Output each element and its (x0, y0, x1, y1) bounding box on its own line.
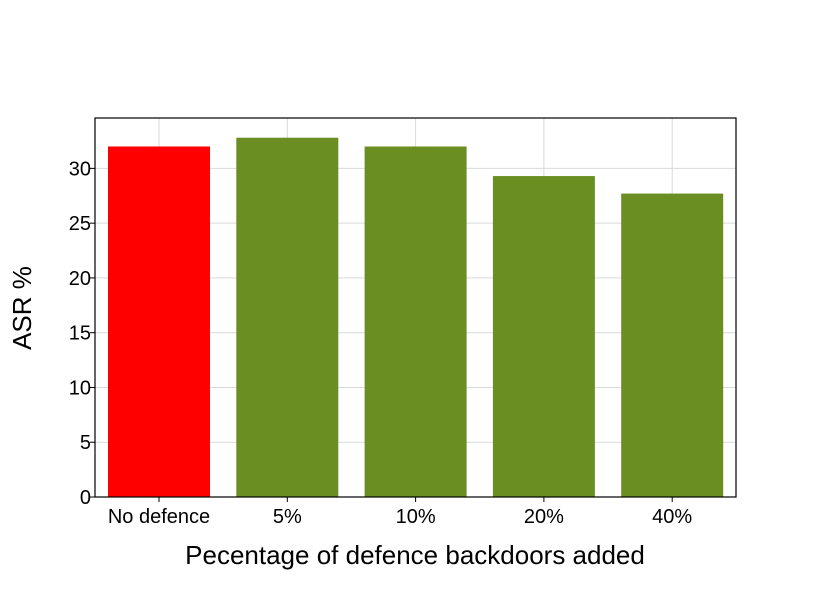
y-tick-label: 10 (69, 377, 91, 399)
x-tick-label: 20% (524, 506, 564, 528)
bar (621, 193, 724, 497)
y-tick-label: 30 (69, 158, 91, 180)
bar (364, 146, 467, 497)
y-axis-title: ASR % (7, 266, 37, 350)
bar (492, 176, 595, 497)
y-tick-label: 0 (80, 487, 91, 509)
x-tick-label: No defence (108, 506, 210, 528)
x-axis-ticks: No defence 5% 10% 20% 40% (108, 497, 692, 528)
x-tick-label: 40% (652, 506, 692, 528)
x-tick-label: 10% (396, 506, 436, 528)
y-tick-label: 20 (69, 268, 91, 290)
y-tick-label: 25 (69, 213, 91, 235)
x-tick-label: 5% (273, 506, 302, 528)
x-axis-title: Pecentage of defence backdoors added (185, 540, 645, 570)
y-tick-label: 5 (80, 432, 91, 454)
bars (108, 137, 724, 497)
y-axis-ticks: 0 5 10 15 20 25 30 (69, 158, 95, 509)
bar (236, 137, 339, 497)
y-tick-label: 15 (69, 323, 91, 345)
bar (108, 146, 210, 497)
